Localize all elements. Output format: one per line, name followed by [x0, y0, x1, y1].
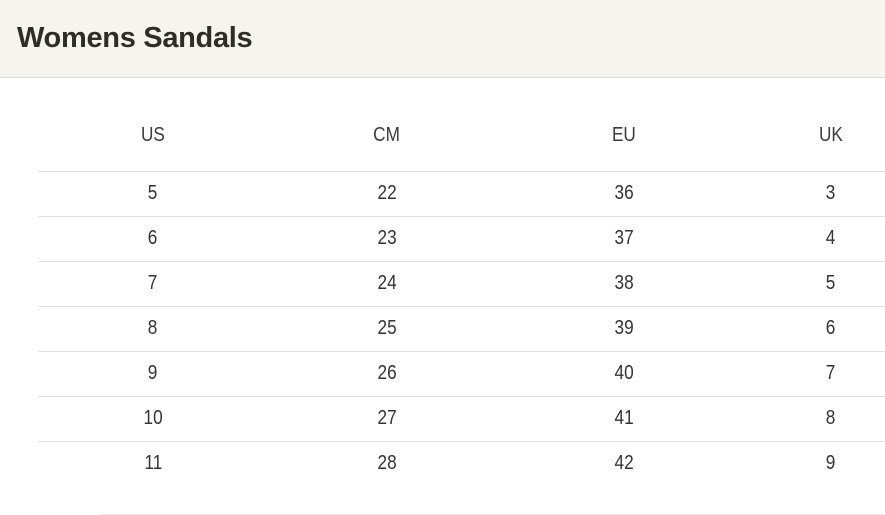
- cell-text: 42: [614, 452, 634, 475]
- cell-eu: 41: [506, 396, 742, 442]
- cell-text: 27: [377, 407, 397, 429]
- column-header-cm: CM: [268, 108, 506, 172]
- cell-text: 25: [377, 317, 397, 339]
- cell-cm: 23: [268, 216, 506, 262]
- table-row: 10 27 41 8: [38, 396, 885, 442]
- cell-text: 22: [377, 182, 397, 204]
- cell-text: 9: [825, 452, 836, 475]
- cell-text: 37: [614, 227, 634, 249]
- cell-us: 5: [38, 171, 268, 217]
- cell-text: 26: [377, 362, 397, 384]
- cell-text: 8: [825, 407, 836, 429]
- column-header-label: CM: [373, 123, 401, 146]
- cell-us: 11: [38, 441, 268, 486]
- cell-cm: 25: [268, 306, 506, 352]
- column-header-eu: EU: [506, 108, 742, 172]
- cell-eu: 42: [506, 441, 742, 486]
- cell-text: 36: [614, 182, 634, 204]
- cell-text: 9: [148, 362, 158, 384]
- cell-text: 4: [825, 227, 836, 249]
- cell-uk: 6: [742, 306, 885, 352]
- cell-text: 7: [148, 272, 158, 294]
- cell-uk: 7: [742, 351, 885, 397]
- cell-cm: 24: [268, 261, 506, 307]
- cell-cm: 28: [268, 441, 506, 486]
- size-chart-table-wrap: US CM EU UK 5 22 36 3 6 23 37 4: [38, 108, 885, 486]
- table-row: 11 28 42 9: [38, 441, 885, 486]
- table-row: 5 22 36 3: [38, 171, 885, 217]
- column-header-uk: UK: [742, 108, 885, 172]
- cell-text: 3: [825, 182, 836, 204]
- table-row: 9 26 40 7: [38, 351, 885, 397]
- cell-us: 10: [38, 396, 268, 442]
- table-header-row: US CM EU UK: [38, 108, 885, 172]
- cell-text: 7: [825, 362, 836, 384]
- cell-text: 11: [144, 452, 162, 475]
- table-row: 8 25 39 6: [38, 306, 885, 352]
- cell-uk: 9: [742, 441, 885, 486]
- table-row: 6 23 37 4: [38, 216, 885, 262]
- cell-cm: 22: [268, 171, 506, 217]
- cell-cm: 26: [268, 351, 506, 397]
- cell-text: 41: [614, 407, 634, 429]
- column-header-us: US: [38, 108, 268, 172]
- page-header: Womens Sandals: [0, 0, 885, 78]
- cell-text: 39: [614, 317, 634, 339]
- cell-text: 6: [825, 317, 836, 339]
- cell-us: 7: [38, 261, 268, 307]
- cell-eu: 40: [506, 351, 742, 397]
- cell-uk: 5: [742, 261, 885, 307]
- cell-text: 38: [614, 272, 634, 294]
- cell-eu: 37: [506, 216, 742, 262]
- cell-text: 40: [614, 362, 634, 384]
- column-header-label: EU: [612, 123, 636, 146]
- cell-eu: 38: [506, 261, 742, 307]
- cell-uk: 8: [742, 396, 885, 442]
- cell-text: 28: [377, 452, 397, 475]
- table-row: 7 24 38 5: [38, 261, 885, 307]
- cell-text: 5: [825, 272, 836, 294]
- cell-text: 5: [148, 182, 158, 204]
- cell-us: 8: [38, 306, 268, 352]
- cell-text: 23: [377, 227, 397, 249]
- cell-uk: 3: [742, 171, 885, 217]
- cell-eu: 36: [506, 171, 742, 217]
- column-header-label: UK: [819, 123, 843, 146]
- cell-uk: 4: [742, 216, 885, 262]
- page-title: Womens Sandals: [17, 22, 253, 54]
- cell-cm: 27: [268, 396, 506, 442]
- size-chart-table: US CM EU UK 5 22 36 3 6 23 37 4: [38, 108, 885, 486]
- cell-us: 6: [38, 216, 268, 262]
- cell-eu: 39: [506, 306, 742, 352]
- cell-text: 6: [148, 227, 158, 249]
- column-header-label: US: [141, 123, 165, 146]
- cell-text: 8: [148, 317, 158, 339]
- cell-us: 9: [38, 351, 268, 397]
- cell-text: 10: [143, 407, 163, 429]
- cell-text: 24: [377, 272, 397, 294]
